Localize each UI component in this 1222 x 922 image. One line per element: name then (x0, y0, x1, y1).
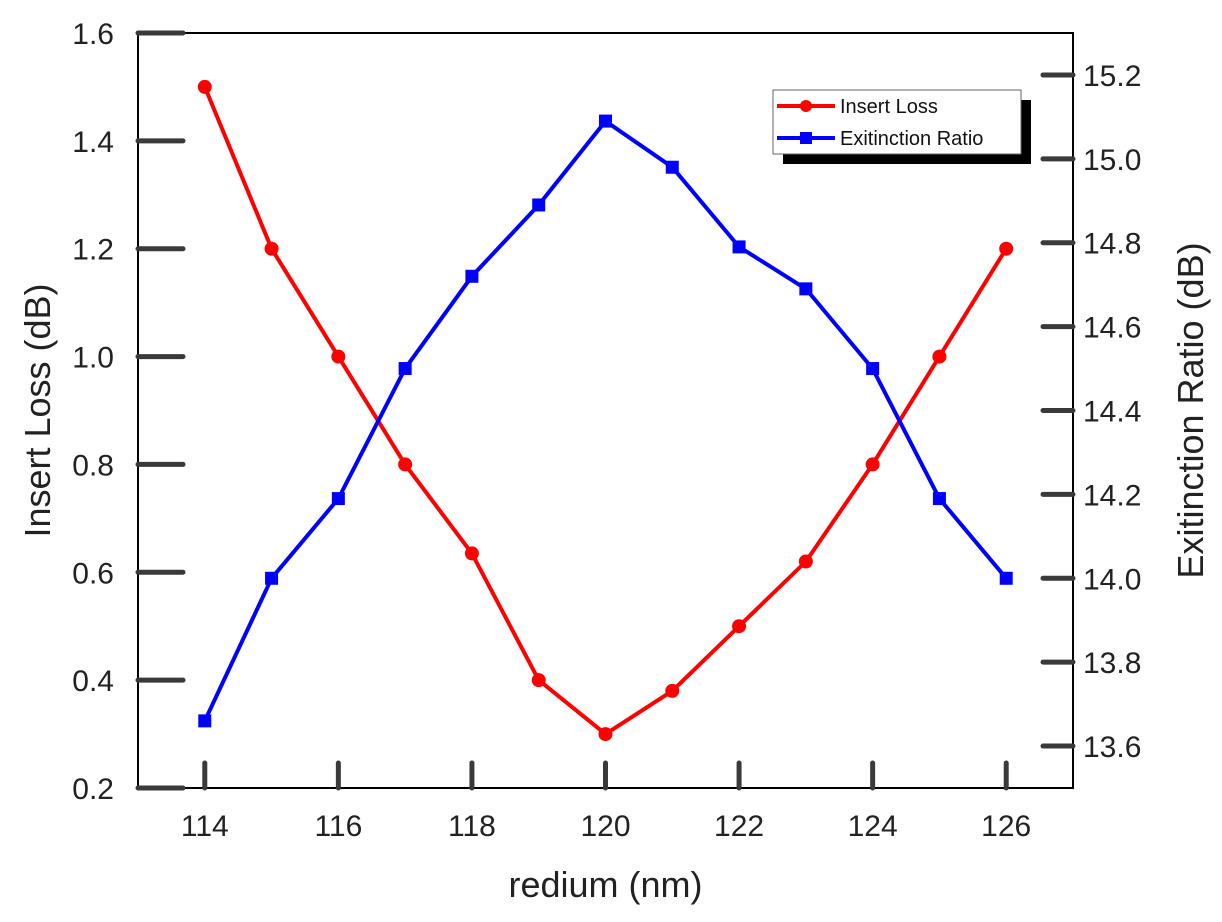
exitinction-ratio-point (599, 114, 612, 128)
exitinction-ratio-point (398, 362, 412, 376)
legend-box (772, 89, 1022, 155)
insert-loss-point (665, 683, 680, 698)
left-y-axis-title: Insert Loss (dB) (17, 283, 58, 537)
exitinction-ratio-point (932, 492, 946, 506)
exitinction-ratio-line (202, 119, 1008, 722)
exitinction-ratio-point (465, 269, 479, 283)
right-y-tick-label: 14.0 (1083, 563, 1141, 596)
right-y-tick-label: 13.6 (1083, 731, 1141, 764)
exitinction-ratio-point (532, 198, 546, 212)
insert-loss-point (197, 79, 212, 94)
exitinction-ratio-point (331, 492, 345, 506)
x-axis-title: redium (nm) (508, 864, 702, 905)
left-y-tick-label: 0.4 (72, 665, 114, 698)
left-y-tick-label: 1.0 (72, 342, 114, 375)
insert-loss-point (264, 241, 279, 256)
right-y-tick-label: 14.4 (1083, 396, 1141, 429)
right-y-tick-label: 14.6 (1083, 312, 1141, 345)
left-y-tick-label: 0.6 (72, 557, 114, 590)
insert-loss-point (598, 727, 613, 742)
legend: Insert Loss Exitinction Ratio (772, 89, 1031, 164)
right-y-tick-label: 15.2 (1083, 60, 1141, 93)
insert-loss-point (398, 457, 413, 472)
exitinction-ratio-point (866, 362, 880, 376)
legend-exitinction-ratio-label: Exitinction Ratio (840, 128, 983, 150)
insert-loss-point (732, 619, 747, 634)
exitinction-ratio-point (198, 714, 212, 728)
x-tick-label: 118 (448, 810, 496, 843)
x-tick-label: 116 (314, 810, 362, 843)
exitinction-ratio-point (265, 571, 279, 585)
legend-entries: Insert Loss Exitinction Ratio (777, 96, 983, 150)
left-y-tick-label: 1.6 (72, 18, 114, 51)
series-layer (197, 79, 1014, 742)
right-y-tick-label: 15.0 (1083, 144, 1141, 177)
legend-exitinction-ratio-marker (800, 132, 812, 144)
insert-loss-point (331, 349, 346, 364)
exitinction-ratio-point (665, 160, 679, 174)
exitinction-ratio-point (799, 282, 813, 296)
insert-loss-point (932, 349, 947, 364)
x-tick-label: 114 (181, 810, 229, 843)
x-tick-label: 122 (714, 810, 764, 843)
left-y-tick-label: 1.4 (72, 126, 114, 159)
x-tick-label: 120 (580, 810, 630, 843)
insert-loss-point (531, 673, 546, 688)
x-tick-label: 124 (848, 810, 898, 843)
right-y-tick-label: 14.8 (1083, 228, 1141, 261)
right-y-tick-label: 14.2 (1083, 479, 1141, 512)
right-y-axis-title: Exitinction Ratio (dB) (1170, 242, 1211, 578)
legend-insert-loss-marker (800, 100, 812, 112)
left-y-tick-label: 0.8 (72, 449, 114, 482)
insert-loss-line (202, 86, 1008, 737)
right-y-tick-label: 13.8 (1083, 647, 1141, 680)
insert-loss-point (865, 457, 880, 472)
insert-loss-point (798, 554, 813, 569)
insert-loss-point (999, 241, 1014, 256)
x-axis-ticks: 114 116 118 120 122 124 126 (181, 760, 1031, 843)
insert-loss-point (464, 546, 479, 561)
x-tick-label: 126 (981, 810, 1031, 843)
left-y-tick-label: 0.2 (72, 773, 114, 806)
left-y-tick-label: 1.2 (72, 234, 114, 267)
right-y-axis-ticks: 13.6 13.8 14.0 14.2 14.4 14.6 14.8 15.0 15.2 (1040, 60, 1141, 764)
exitinction-ratio-point (732, 240, 746, 254)
legend-insert-loss-label: Insert Loss (840, 96, 938, 118)
exitinction-ratio-point (999, 571, 1013, 585)
left-y-axis-ticks: 0.2 0.4 0.6 0.8 1.0 1.2 1.4 1.6 (72, 18, 186, 806)
